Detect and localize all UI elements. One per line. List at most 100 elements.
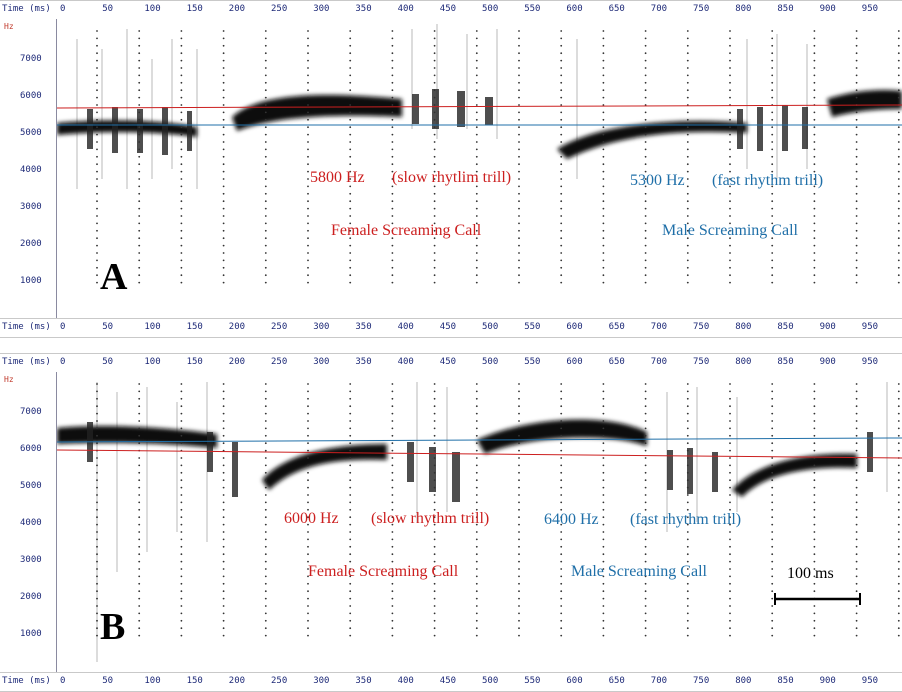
grid-dot: [729, 612, 731, 615]
grid-dot: [644, 222, 647, 225]
grid-dot: [138, 207, 141, 210]
grid-dot: [264, 619, 267, 622]
grid-dot: [560, 575, 563, 578]
grid-dot: [855, 434, 858, 437]
grid-dot: [686, 126, 689, 129]
grid-dot: [264, 538, 267, 541]
time-tick-label: 300: [313, 322, 330, 332]
grid-dot: [897, 531, 900, 533]
grid-dot: [138, 619, 141, 622]
time-tick-label: 900: [819, 357, 836, 367]
grid-dot: [518, 229, 520, 232]
grid-dot: [602, 427, 605, 430]
female-frequency-line: [57, 449, 902, 459]
grid-dot: [349, 479, 352, 482]
grid-dot: [855, 427, 858, 430]
grid-dot: [771, 244, 774, 247]
grid-dot: [138, 185, 141, 188]
grid-dot: [307, 207, 309, 210]
grid-dot: [349, 252, 352, 254]
grid-dot: [349, 531, 352, 533]
grid-dot: [307, 427, 309, 430]
grid-dot: [729, 538, 731, 541]
grid-dot: [686, 582, 689, 585]
time-tick-label: 0: [60, 322, 66, 332]
grid-dot: [518, 457, 520, 459]
grid-dot: [644, 207, 647, 210]
grid-dot: [475, 133, 478, 136]
grid-dot: [518, 523, 520, 526]
grid-dot: [391, 575, 394, 578]
grid-dot: [602, 434, 605, 437]
grid-dot: [897, 163, 900, 166]
grid-dot: [138, 560, 141, 563]
grid-dot: [771, 74, 774, 77]
grid-dot: [96, 200, 98, 203]
grid-dot: [897, 200, 900, 203]
grid-dot: [349, 192, 352, 195]
grid-dot: [813, 141, 816, 143]
grid-dot: [96, 605, 98, 607]
grid-dot: [433, 619, 436, 622]
scale-bar-label: 100 ms: [787, 565, 834, 582]
grid-dot: [307, 30, 309, 32]
grid-dot: [391, 457, 394, 459]
grid-dot: [518, 545, 520, 548]
grid-dot: [518, 538, 520, 541]
grid-dot: [855, 281, 858, 284]
grid-dot: [222, 185, 225, 188]
grid-dot: [307, 523, 309, 526]
grid-dot: [813, 538, 816, 541]
grid-dot: [475, 185, 478, 188]
grid-dot: [855, 244, 858, 247]
grid-dot: [349, 553, 352, 556]
grid-dot: [138, 37, 141, 40]
grid-dot: [96, 479, 98, 482]
grid-dot: [96, 163, 98, 166]
grid-dot: [349, 405, 352, 408]
grid-dot: [264, 560, 267, 563]
grid-dot: [771, 612, 774, 615]
grid-dot: [560, 464, 563, 467]
grid-dot: [897, 479, 900, 482]
grid-dot: [686, 237, 689, 240]
grid-dot: [96, 457, 98, 459]
grid-dot: [222, 89, 225, 92]
time-tick-label: 700: [650, 4, 668, 14]
grid-dot: [180, 89, 183, 92]
grid-dot: [813, 605, 816, 607]
grid-dot: [897, 141, 900, 143]
grid-dot: [264, 178, 267, 180]
grid-dot: [560, 434, 563, 437]
grid-dot: [560, 126, 563, 129]
grid-dot: [475, 531, 478, 533]
grid-dot: [518, 111, 520, 114]
grid-dot: [138, 582, 141, 585]
grid-dot: [349, 449, 352, 452]
grid-dot: [644, 479, 647, 482]
grid-dot: [813, 81, 816, 84]
grid-dot: [475, 266, 478, 269]
grid-dot: [180, 266, 183, 269]
time-axis-label: Time (ms): [2, 357, 51, 367]
grid-dot: [518, 266, 520, 269]
grid-dot: [264, 111, 267, 114]
grid-dot: [138, 412, 141, 415]
grid-dot: [813, 59, 816, 62]
grid-dot: [349, 397, 352, 400]
grid-dot: [307, 185, 309, 188]
grid-dot: [475, 612, 478, 615]
grid-dot: [771, 59, 774, 62]
grid-dot: [644, 141, 647, 143]
grid-dot: [222, 67, 225, 69]
grid-dot: [222, 531, 225, 533]
grid-dot: [602, 74, 605, 77]
grid-dot: [771, 597, 774, 600]
time-tick-label: 650: [608, 4, 625, 14]
grid-dot: [729, 207, 731, 210]
grid-dot: [433, 252, 436, 254]
time-tick-label: 350: [355, 322, 372, 332]
grid-dot: [475, 560, 478, 563]
grid-dot: [644, 281, 647, 284]
grid-dot: [264, 215, 267, 217]
